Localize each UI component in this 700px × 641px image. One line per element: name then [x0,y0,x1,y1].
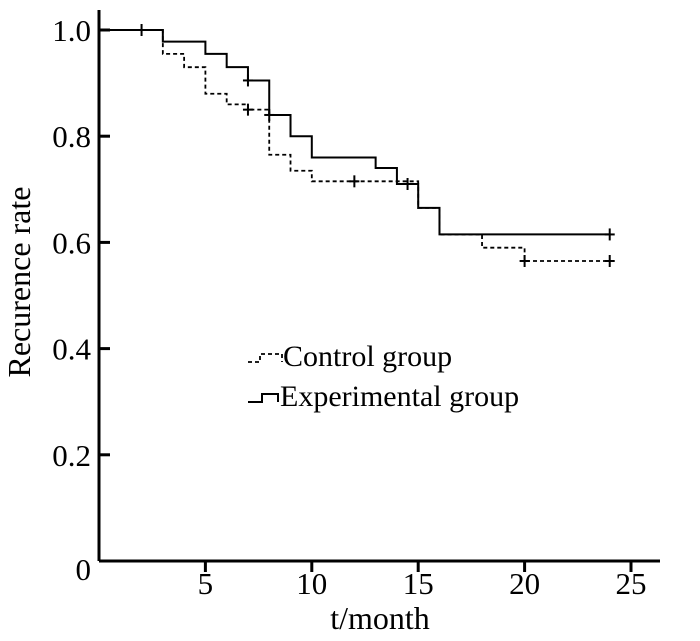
y-tick-label-0.4: 0.4 [52,332,91,367]
censor-marks [136,24,615,267]
legend-label-control: Control group [283,340,452,373]
y-tick-label-0.2: 0.2 [52,438,91,473]
legend-item-experimental: Experimental group [248,380,519,413]
legend-swatch-experimental [248,393,279,403]
series-line-experimental [99,29,610,236]
legend-item-control: Control group [248,340,452,373]
x-axis-title: t/month [330,600,430,636]
y-tick-label-1.0: 1.0 [52,13,91,48]
plot-area [97,10,660,563]
y-tick-label-0: 0 [76,552,92,587]
legend-swatch-control [248,353,283,363]
axis-ticks: 5 10 15 20 25 0 0.2 0.4 0.6 0.8 1.0 [52,13,646,601]
x-tick-label-15: 15 [403,566,434,601]
x-tick-label-10: 10 [296,566,327,601]
y-tick-label-0.6: 0.6 [52,225,91,260]
legend-label-experimental: Experimental group [280,380,519,413]
y-tick-label-0.8: 0.8 [52,119,91,154]
x-tick-label-20: 20 [509,566,540,601]
series-layer [99,29,610,262]
series-line-control [99,29,610,262]
y-axis-title: Recurence rate [1,187,37,378]
x-tick-label-25: 25 [616,566,647,601]
legend: Control group Experimental group [248,340,519,413]
x-tick-label-5: 5 [198,566,214,601]
